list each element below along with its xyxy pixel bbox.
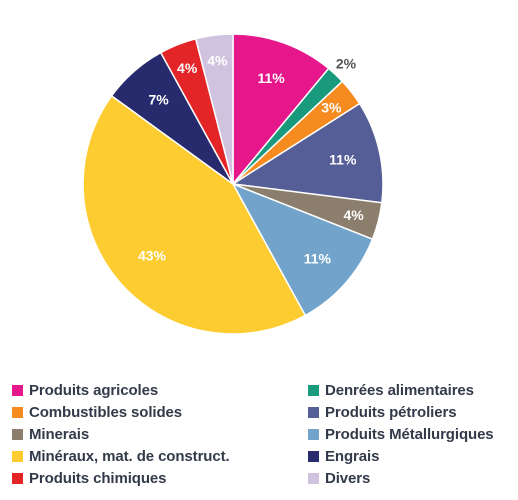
pie-slice-produits-agricoles (232, 33, 330, 187)
legend-item-divers: Divers (308, 468, 370, 488)
pie-slice-divers (194, 33, 234, 185)
legend-swatch (12, 472, 23, 484)
legend-item-minerais: Minerais (12, 424, 89, 444)
legend-item-combustibles-solides: Combustibles solides (12, 402, 182, 422)
legend-label: Produits pétroliers (325, 403, 457, 421)
legend-swatch (12, 450, 23, 462)
legend-swatch (308, 450, 319, 462)
legend-swatch (12, 384, 23, 396)
legend-swatch (308, 428, 319, 440)
legend-label: Combustibles solides (29, 403, 183, 421)
legend-label: Produits Métallurgiques (325, 425, 494, 443)
slice-label-produits-agricoles: 11% (257, 70, 285, 86)
slice-label-engrais: 7% (148, 92, 169, 108)
legend-label: Denrées alimentaires (325, 381, 474, 399)
legend-item-engrais: Engrais (308, 446, 379, 466)
legend-label: Divers (325, 469, 371, 487)
legend-item-produits-agricoles: Produits agricoles (12, 380, 158, 400)
legend-swatch (12, 428, 23, 440)
pie-chart: 11% 2% 3% 11% 4% 11% 43% 7% 4% 4% (82, 33, 384, 335)
legend-swatch (308, 384, 319, 396)
slice-label-combustibles-solides: 3% (321, 100, 342, 116)
legend-item-mineraux-mat-de-construct: Minéraux, mat. de construct. (12, 446, 230, 466)
legend-label: Minéraux, mat. de construct. (29, 447, 230, 465)
legend-item-denrees-alimentaires: Denrées alimentaires (308, 380, 474, 400)
slice-label-produits-petroliers: 11% (329, 151, 357, 167)
legend-label: Engrais (325, 447, 380, 465)
legend-label: Produits agricoles (29, 381, 159, 399)
legend-swatch (308, 472, 319, 484)
legend-item-produits-metallurgiques: Produits Métallurgiques (308, 424, 494, 444)
slice-label-produits-metallurgiques: 11% (304, 250, 332, 266)
legend-item-produits-chimiques: Produits chimiques (12, 468, 166, 488)
pie-slice-mineraux-mat-de-construct (82, 94, 307, 335)
legend-swatch (308, 406, 319, 418)
legend-label: Minerais (29, 425, 90, 443)
pie-slice-produits-metallurgiques (231, 182, 374, 317)
slice-label-denrees-alimentaires: 2% (336, 56, 357, 72)
pie-slice-produits-petroliers (230, 102, 384, 204)
slice-label-divers: 4% (207, 52, 228, 68)
legend-item-produits-petroliers: Produits pétroliers (308, 402, 457, 422)
slice-label-mineraux-mat-de-construct: 43% (138, 247, 167, 263)
legend-label: Produits chimiques (29, 469, 167, 487)
slice-label-minerais: 4% (343, 207, 364, 223)
slice-label-produits-chimiques: 4% (177, 60, 198, 76)
legend-swatch (12, 406, 23, 418)
